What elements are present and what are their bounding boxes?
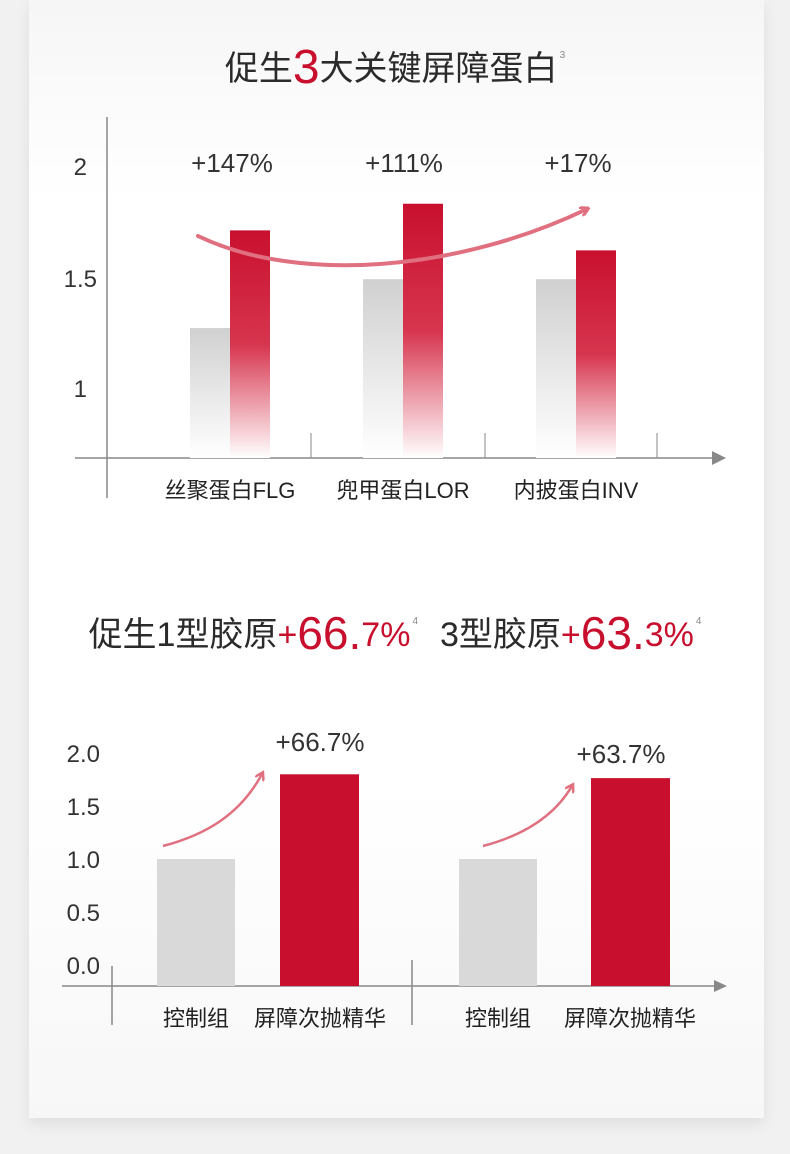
increase-label: +17% xyxy=(544,148,611,178)
increase-label: +63.7% xyxy=(577,739,666,769)
increase-arrow xyxy=(482,786,572,848)
treatment-bar xyxy=(403,203,443,458)
treatment-bar xyxy=(576,250,616,458)
control-bar xyxy=(363,279,403,458)
trend-arrow xyxy=(196,209,587,268)
y-tick-label: 0.5 xyxy=(67,900,100,927)
collagen1-value-tail: 7% xyxy=(361,616,411,654)
title-collagen: 促生1型胶原+66.7% 4 3型胶原+63.3% 4 xyxy=(0,606,790,660)
control-bar xyxy=(157,859,235,986)
title-text-post: 大关键屏障蛋白 xyxy=(319,50,558,88)
control-bar xyxy=(190,328,230,458)
collagen3-plus: + xyxy=(560,616,581,654)
title-footnote: 3 xyxy=(559,50,566,61)
increase-label: +147% xyxy=(191,148,273,178)
category-label: 控制组 xyxy=(465,1006,531,1031)
collagen1-label: 促生1型胶原 xyxy=(88,616,278,654)
y-tick-label: 1.0 xyxy=(67,847,100,874)
increase-arrow xyxy=(162,774,262,848)
category-label: 屏障次抛精华 xyxy=(254,1006,386,1031)
collagen3-value: 63. xyxy=(580,607,645,659)
treatment-bar xyxy=(230,230,270,458)
y-tick-label: 2.0 xyxy=(67,741,100,768)
treatment-bar xyxy=(591,778,670,986)
category-label: 屏障次抛精华 xyxy=(564,1006,696,1031)
collagen1-plus: + xyxy=(277,616,298,654)
category-label: 内披蛋白INV xyxy=(514,478,639,503)
collagen3-footnote: 4 xyxy=(695,616,702,627)
title-barrier-proteins: 促生3大关键屏障蛋白 3 xyxy=(0,40,790,95)
collagen3-value-tail: 3% xyxy=(644,616,694,654)
y-tick-label: 2 xyxy=(74,154,87,181)
y-tick-label: 1.5 xyxy=(64,266,97,293)
x-axis-arrow-icon xyxy=(712,451,726,465)
increase-label: +66.7% xyxy=(276,727,365,757)
collagen1-value: 66. xyxy=(297,607,362,659)
control-bar xyxy=(459,859,537,986)
category-label: 控制组 xyxy=(163,1006,229,1031)
control-bar xyxy=(536,279,576,458)
y-tick-label: 1.5 xyxy=(67,794,100,821)
increase-label: +111% xyxy=(365,148,443,178)
title-number: 3 xyxy=(292,41,320,94)
collagen3-label: 3型胶原 xyxy=(440,616,561,654)
barrier-protein-chart: 2 1.5 1 +147% +111% +17% 丝聚蛋白FLG 兜甲蛋白LOR… xyxy=(64,117,726,503)
category-label: 兜甲蛋白LOR xyxy=(336,478,469,503)
category-label: 丝聚蛋白FLG xyxy=(165,478,296,503)
y-tick-label: 1 xyxy=(74,376,87,403)
y-tick-label: 0.0 xyxy=(67,953,100,980)
title-text-pre: 促生 xyxy=(224,50,293,88)
collagen1-footnote: 4 xyxy=(412,616,418,627)
x-axis-arrow-icon xyxy=(714,980,727,992)
treatment-bar xyxy=(280,774,359,986)
